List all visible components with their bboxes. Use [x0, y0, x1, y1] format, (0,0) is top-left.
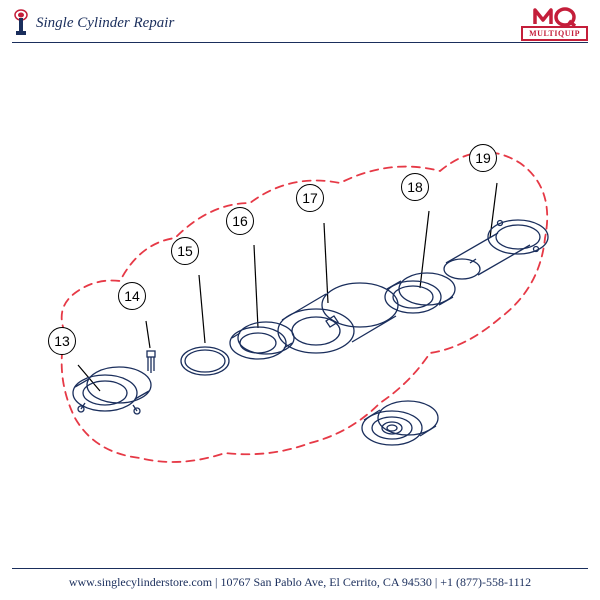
footer-contact: www.singlecylinderstore.com | 10767 San …: [0, 569, 600, 600]
callout-number: 13: [48, 327, 76, 355]
callout-18: 18: [401, 173, 429, 201]
callout-19: 19: [469, 144, 497, 172]
callout-15: 15: [171, 237, 199, 265]
callout-number: 17: [296, 184, 324, 212]
callout-16: 16: [226, 207, 254, 235]
footer: www.singlecylinderstore.com | 10767 San …: [0, 568, 600, 600]
mq-logo-text: MULTIQUIP: [521, 26, 588, 41]
exploded-diagram: 13 14 15 16 17 18 19: [0, 43, 600, 553]
footer-phone: +1 (877)-558-1112: [440, 575, 531, 589]
mq-logo: MULTIQUIP: [521, 6, 588, 41]
scr-logo-text: Single Cylinder Repair: [36, 15, 174, 32]
scr-logo-icon: [12, 9, 30, 37]
callout-14: 14: [118, 282, 146, 310]
footer-address: 10767 San Pablo Ave, El Cerrito, CA 9453…: [220, 575, 431, 589]
callout-number: 14: [118, 282, 146, 310]
callout-number: 16: [226, 207, 254, 235]
callout-number: 15: [171, 237, 199, 265]
mq-logo-icon: [533, 6, 577, 26]
scr-logo: Single Cylinder Repair: [12, 9, 174, 37]
callout-number: 19: [469, 144, 497, 172]
footer-url: www.singlecylinderstore.com: [69, 575, 212, 589]
callout-number: 18: [401, 173, 429, 201]
callout-13: 13: [48, 327, 76, 355]
header: Single Cylinder Repair MULTIQUIP: [0, 0, 600, 42]
callout-17: 17: [296, 184, 324, 212]
